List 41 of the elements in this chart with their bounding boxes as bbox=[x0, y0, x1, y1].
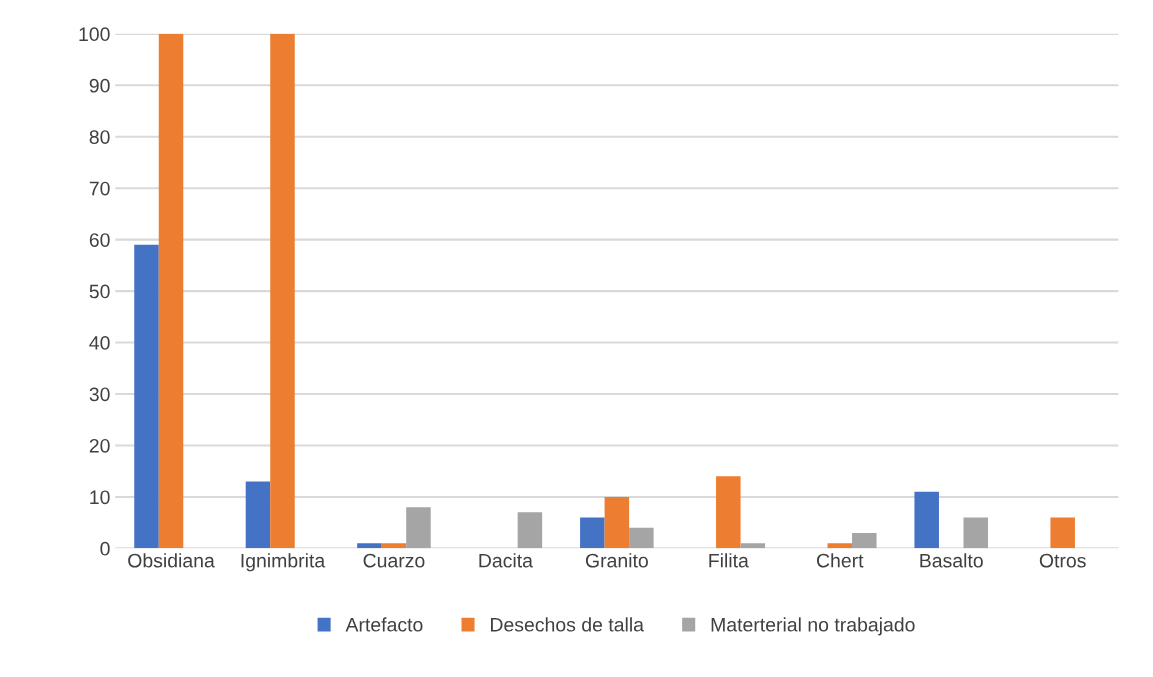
x-tick-label: Granito bbox=[585, 553, 648, 568]
legend-label: Artefacto bbox=[345, 617, 423, 632]
bar bbox=[963, 517, 989, 549]
x-tick-label: Ignimbrita bbox=[241, 553, 326, 572]
bar bbox=[517, 512, 543, 549]
y-tick-label: 40 bbox=[89, 336, 110, 350]
bar bbox=[1050, 517, 1075, 549]
bar bbox=[270, 33, 295, 549]
y-tick-label: 0 bbox=[100, 541, 110, 556]
bar bbox=[852, 532, 877, 549]
bar bbox=[245, 481, 271, 549]
x-tick-label: Otros bbox=[1039, 553, 1086, 568]
y-tick-label: 100 bbox=[79, 27, 110, 42]
x-tick-label: Chert bbox=[816, 553, 864, 568]
bar bbox=[629, 527, 654, 549]
x-tick-label: Obsidiana bbox=[128, 553, 215, 568]
y-tick-label: 70 bbox=[89, 181, 110, 196]
bar bbox=[740, 543, 766, 549]
bar bbox=[357, 543, 382, 549]
bar bbox=[604, 496, 630, 549]
bar bbox=[406, 507, 431, 549]
x-tick-label: Filita bbox=[709, 553, 749, 568]
x-tick-label: Cuarzo bbox=[363, 553, 425, 568]
legend-label: Desechos de talla bbox=[491, 617, 644, 632]
legend-label: Materterial no trabajado bbox=[711, 617, 915, 636]
y-tick-label: 10 bbox=[90, 490, 110, 505]
bar bbox=[716, 476, 741, 549]
y-tick-label: 80 bbox=[89, 130, 110, 144]
bar bbox=[381, 543, 407, 549]
bar bbox=[914, 491, 939, 549]
x-tick-label: Dacita bbox=[479, 553, 533, 568]
bar bbox=[134, 244, 159, 549]
y-tick-label: 50 bbox=[89, 284, 110, 299]
y-tick-label: 90 bbox=[89, 78, 110, 93]
x-tick-label: Basalto bbox=[920, 553, 983, 568]
y-tick-label: 20 bbox=[89, 438, 110, 453]
y-tick-label: 60 bbox=[89, 233, 110, 247]
bar bbox=[827, 543, 853, 549]
bar bbox=[580, 517, 605, 549]
y-tick-label: 30 bbox=[89, 387, 110, 402]
bar bbox=[158, 33, 184, 549]
